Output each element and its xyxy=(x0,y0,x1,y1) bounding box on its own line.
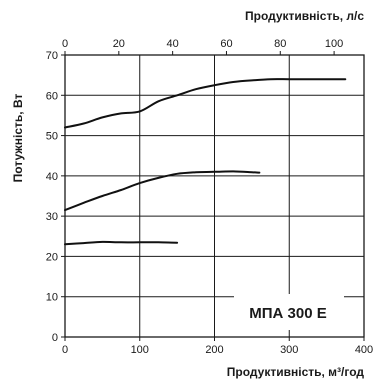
x-tick-label: 400 xyxy=(355,344,373,356)
x2-tick-label: 80 xyxy=(274,38,286,50)
x2-axis-ticks: 0 20 40 60 80 100 xyxy=(62,38,343,50)
y-tick-label: 20 xyxy=(46,251,58,263)
x2-axis-title: Продуктивність, л/с xyxy=(245,9,364,23)
y-axis-title: Потужність, Вт xyxy=(11,94,25,183)
x-axis-ticks: 0 100 200 300 400 xyxy=(62,344,373,356)
y-tick-label: 30 xyxy=(46,211,58,223)
x-tick-label: 100 xyxy=(131,344,149,356)
chart-grid xyxy=(61,51,365,341)
y-tick-label: 60 xyxy=(46,90,58,102)
x-axis-title: Продуктивність, м³/год xyxy=(227,365,365,379)
x2-tick-label: 100 xyxy=(325,38,343,50)
series-line-3 xyxy=(64,240,179,246)
y-tick-label: 0 xyxy=(52,332,58,344)
y-tick-label: 50 xyxy=(46,131,58,143)
series-line-2 xyxy=(64,170,261,212)
model-label: МПА 300 Е xyxy=(249,305,326,322)
x2-tick-label: 20 xyxy=(113,38,125,50)
x2-tick-label: 0 xyxy=(62,38,68,50)
y-tick-label: 40 xyxy=(46,171,58,183)
series-line-1 xyxy=(64,78,347,129)
y-tick-label: 10 xyxy=(46,292,58,304)
y-axis-ticks: 0 10 20 30 40 50 60 70 xyxy=(46,50,58,344)
y-tick-label: 70 xyxy=(46,50,58,62)
x-tick-label: 200 xyxy=(205,344,223,356)
x-tick-label: 0 xyxy=(62,344,68,356)
x-tick-label: 300 xyxy=(280,344,298,356)
x2-tick-label: 60 xyxy=(220,38,232,50)
series-lines xyxy=(64,78,347,246)
model-label-background xyxy=(234,294,344,330)
x2-tick-label: 40 xyxy=(167,38,179,50)
